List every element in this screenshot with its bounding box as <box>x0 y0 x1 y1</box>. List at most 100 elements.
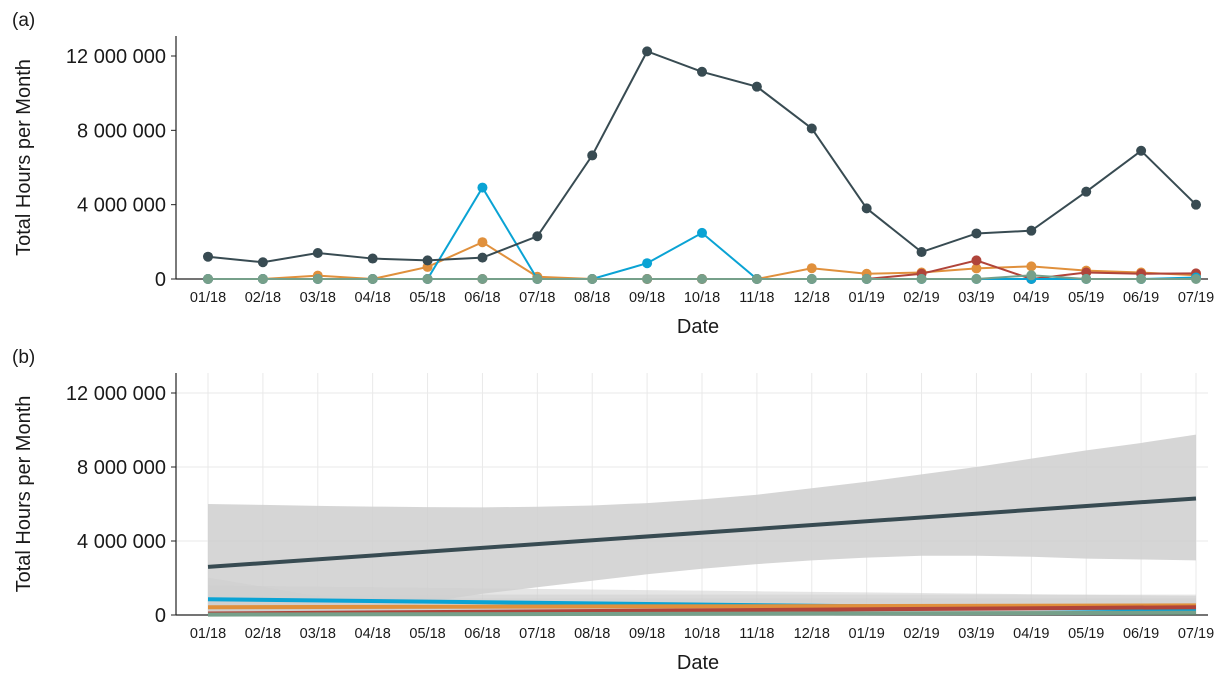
data-point <box>477 182 488 193</box>
data-point <box>1026 225 1037 236</box>
x-tick-label: 12/18 <box>794 626 830 642</box>
data-point <box>806 263 817 274</box>
y-tick-label: 0 <box>155 269 166 291</box>
x-tick-label: 01/19 <box>849 290 885 306</box>
panel-label: (b) <box>12 347 35 368</box>
data-point <box>916 274 927 284</box>
data-point <box>477 252 488 263</box>
x-axis-title: Date <box>677 652 719 674</box>
x-tick-label: 01/18 <box>190 626 226 642</box>
data-point <box>971 274 982 284</box>
data-point <box>751 81 762 92</box>
data-point <box>806 274 817 284</box>
data-point <box>971 255 982 266</box>
panel-label: (a) <box>12 10 35 31</box>
x-tick-label: 04/19 <box>1013 626 1049 642</box>
data-point <box>1026 270 1037 281</box>
x-tick-label: 02/18 <box>245 290 281 306</box>
trend-line <box>207 610 1197 617</box>
x-tick-label: 05/19 <box>1068 626 1104 642</box>
data-point <box>257 257 268 268</box>
x-tick-label: 07/18 <box>519 626 555 642</box>
x-tick-label: 10/18 <box>684 626 720 642</box>
x-tick-label: 03/18 <box>300 626 336 642</box>
x-tick-label: 03/18 <box>300 290 336 306</box>
x-tick-label: 08/18 <box>574 626 610 642</box>
x-tick-label: 12/18 <box>794 290 830 306</box>
data-point <box>203 251 213 262</box>
data-point <box>971 228 982 239</box>
y-tick-label: 4 000 000 <box>77 195 166 217</box>
data-point <box>422 255 433 266</box>
x-tick-label: 09/18 <box>629 290 665 306</box>
data-point <box>642 274 653 284</box>
data-point <box>367 253 378 264</box>
data-point <box>697 274 707 284</box>
panel-b: (b) 0 4 000 000 8 000 000 12 000 000 01/18 02/… <box>12 347 1214 674</box>
x-axis-title: Date <box>677 316 719 338</box>
x-tick-label: 02/19 <box>903 626 939 642</box>
confidence-band-main <box>208 434 1196 615</box>
x-tick-label: 06/18 <box>464 290 500 306</box>
y-tick-label: 4 000 000 <box>77 531 166 553</box>
x-tick-label: 03/19 <box>958 290 994 306</box>
x-tick-label: 06/19 <box>1123 626 1159 642</box>
x-tick-label: 02/18 <box>245 626 281 642</box>
data-point <box>203 274 213 284</box>
data-point <box>916 247 927 258</box>
data-point <box>642 46 653 57</box>
y-axis-title: Total Hours per Month <box>13 396 35 593</box>
x-tick-label: 01/18 <box>190 290 226 306</box>
panel-a: (a) 0 4 000 000 8 000 000 12 000 000 01/18 02/… <box>12 10 1214 338</box>
data-point <box>422 274 433 284</box>
x-tick-label: 04/19 <box>1013 290 1049 306</box>
data-point <box>532 231 543 242</box>
data-point <box>587 150 598 161</box>
data-point <box>1191 274 1201 284</box>
data-point <box>861 274 872 284</box>
x-tick-label: 08/18 <box>574 290 610 306</box>
x-tick-label: 07/18 <box>519 290 555 306</box>
y-tick-label: 12 000 000 <box>66 46 166 68</box>
data-point <box>697 66 707 77</box>
x-tick-label: 05/18 <box>409 290 445 306</box>
data-point <box>751 274 762 284</box>
y-tick-label: 8 000 000 <box>77 457 166 479</box>
trend-line <box>207 603 1197 610</box>
x-tick-label: 10/18 <box>684 290 720 306</box>
x-tick-label: 05/19 <box>1068 290 1104 306</box>
x-tick-label: 04/18 <box>355 290 391 306</box>
y-tick-label: 0 <box>155 605 166 627</box>
x-tick-label: 07/19 <box>1178 290 1214 306</box>
data-point <box>477 237 488 248</box>
data-point <box>477 274 488 284</box>
x-tick-label: 09/18 <box>629 626 665 642</box>
data-point <box>1081 274 1092 284</box>
x-tick-label: 03/19 <box>958 626 994 642</box>
data-point <box>587 274 598 284</box>
y-axis-title: Total Hours per Month <box>13 59 35 256</box>
x-tick-label: 11/18 <box>739 290 774 306</box>
x-tick-label: 06/18 <box>464 626 500 642</box>
x-tick-label: 01/19 <box>849 626 885 642</box>
series-line <box>208 241 1197 281</box>
data-point <box>861 203 872 214</box>
y-tick-label: 8 000 000 <box>77 120 166 142</box>
data-point <box>1081 186 1092 197</box>
data-point <box>1136 145 1147 156</box>
data-point <box>642 258 653 269</box>
x-tick-label: 07/19 <box>1178 626 1214 642</box>
data-point <box>1026 261 1037 272</box>
data-point <box>971 263 982 274</box>
x-tick-label: 04/18 <box>355 626 391 642</box>
data-point <box>532 274 543 284</box>
x-tick-label: 02/19 <box>903 290 939 306</box>
y-tick-label: 12 000 000 <box>66 383 166 405</box>
x-tick-label: 11/18 <box>739 626 774 642</box>
trend-line <box>207 496 1197 569</box>
data-point <box>312 247 323 258</box>
x-tick-label: 06/19 <box>1123 290 1159 306</box>
data-point <box>367 274 378 284</box>
data-point <box>312 274 323 284</box>
